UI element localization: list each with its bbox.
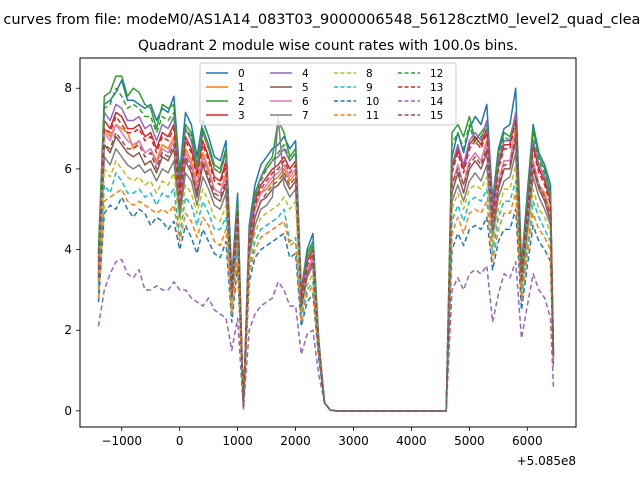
y-tick-label: 4 <box>64 243 72 257</box>
series-layer <box>97 75 555 412</box>
x-offset-label: +5.085e8 <box>517 454 576 468</box>
x-tick-label: 0 <box>176 434 184 448</box>
legend-label-15: 15 <box>430 110 443 122</box>
legend-label-5: 5 <box>302 82 309 94</box>
legend-label-7: 7 <box>302 110 309 122</box>
axes-frame <box>79 57 577 428</box>
chart-title: Quadrant 2 module wise count rates with … <box>138 38 518 54</box>
legend-label-10: 10 <box>366 96 379 108</box>
legend-label-2: 2 <box>238 96 245 108</box>
y-tick-label: 0 <box>64 404 72 418</box>
x-tick-label: 2000 <box>280 434 311 448</box>
x-tick-label: 5000 <box>454 434 485 448</box>
legend-label-12: 12 <box>430 68 443 80</box>
y-tick-label: 6 <box>64 162 72 176</box>
x-tick-label: 3000 <box>338 434 369 448</box>
legend-label-3: 3 <box>238 110 245 122</box>
legend-label-1: 1 <box>238 82 245 94</box>
y-tick-label: 8 <box>64 81 72 95</box>
x-tick-label: 4000 <box>396 434 427 448</box>
series-line-9 <box>97 172 555 412</box>
plot-area <box>79 57 577 428</box>
figure-suptitle: Light curves from file: modeM0/AS1A14_08… <box>0 12 640 28</box>
legend-label-8: 8 <box>366 68 373 80</box>
legend-label-11: 11 <box>366 110 379 122</box>
x-tick-label: 6000 <box>512 434 543 448</box>
legend-label-13: 13 <box>430 82 443 94</box>
x-tick-label: 1000 <box>222 434 253 448</box>
legend-label-4: 4 <box>302 68 309 80</box>
x-tick-label: −1000 <box>101 434 142 448</box>
y-axis: 0 2 4 6 8 <box>64 81 80 418</box>
legend-label-0: 0 <box>238 68 245 80</box>
legend-label-14: 14 <box>430 96 444 108</box>
legend-label-9: 9 <box>366 82 373 94</box>
x-axis: −1000 0 1000 2000 3000 4000 5000 6000 <box>101 427 543 448</box>
series-line-15 <box>97 131 555 412</box>
y-tick-label: 2 <box>64 323 72 337</box>
legend-label-6: 6 <box>302 96 309 108</box>
legend-box <box>199 62 457 126</box>
